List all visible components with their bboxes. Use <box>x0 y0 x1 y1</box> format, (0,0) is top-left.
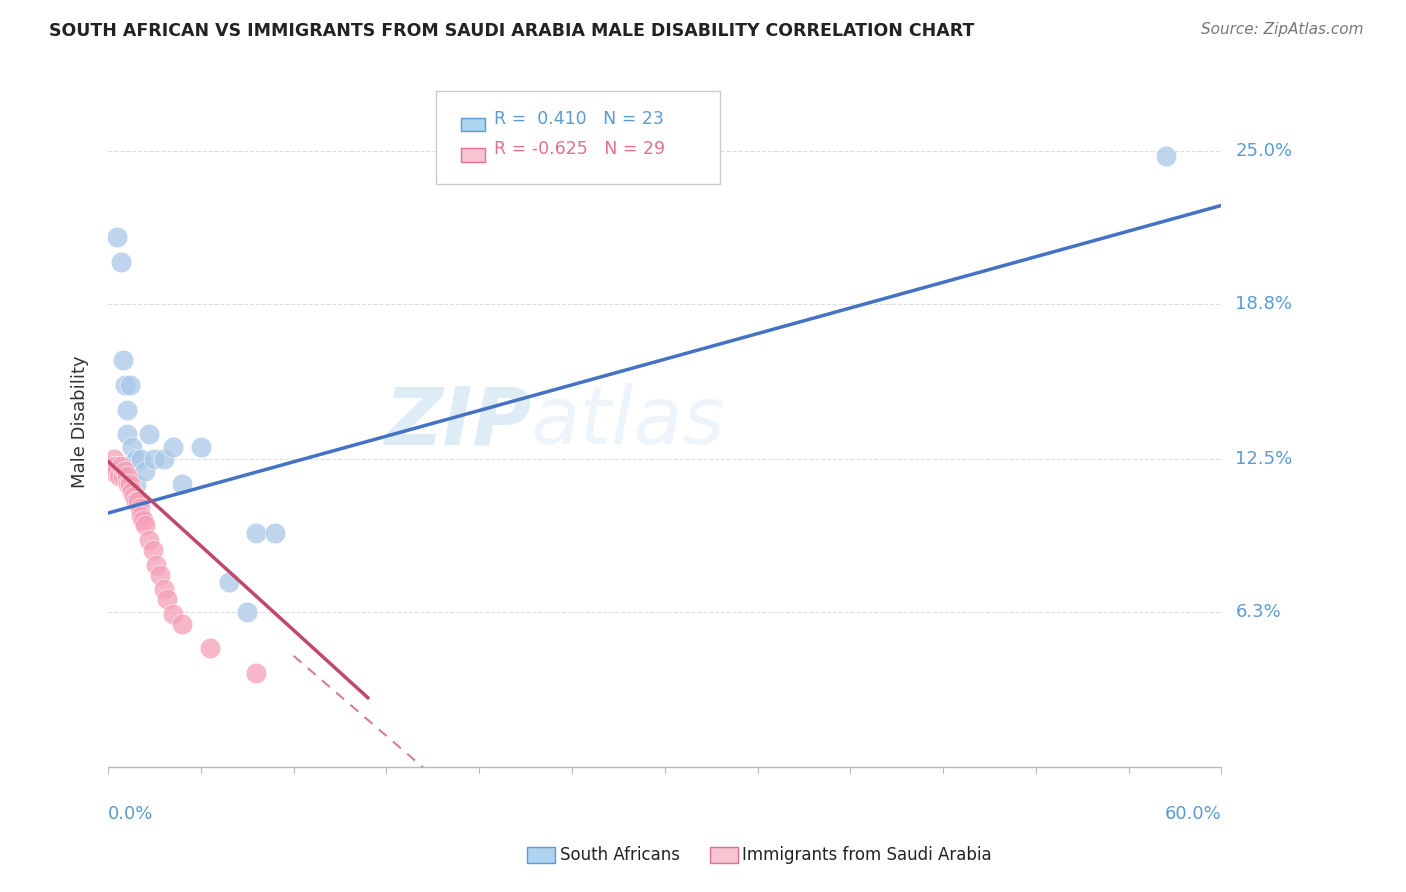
Point <box>264 525 287 540</box>
Point <box>122 489 145 503</box>
Point <box>125 476 148 491</box>
Point <box>131 508 153 523</box>
Point <box>120 378 142 392</box>
Point <box>145 558 167 572</box>
Point <box>190 440 212 454</box>
Text: 18.8%: 18.8% <box>1236 295 1292 313</box>
Point <box>152 582 174 597</box>
Text: Immigrants from Saudi Arabia: Immigrants from Saudi Arabia <box>742 847 993 864</box>
Point <box>149 567 172 582</box>
Point <box>117 476 139 491</box>
Point <box>172 616 194 631</box>
Point <box>172 476 194 491</box>
Text: ZIP: ZIP <box>384 383 531 461</box>
Point <box>105 464 128 478</box>
Point <box>162 607 184 621</box>
Point <box>104 459 127 474</box>
Point <box>218 574 240 589</box>
Point <box>110 459 132 474</box>
Point <box>245 525 267 540</box>
Point <box>111 469 134 483</box>
Text: 12.5%: 12.5% <box>1236 450 1292 468</box>
Text: South Africans: South Africans <box>560 847 679 864</box>
Point <box>114 378 136 392</box>
Point <box>121 483 143 498</box>
Point <box>125 493 148 508</box>
Point <box>103 452 125 467</box>
Text: 6.3%: 6.3% <box>1236 602 1281 621</box>
Text: atlas: atlas <box>531 383 725 461</box>
Text: 25.0%: 25.0% <box>1236 143 1292 161</box>
Point <box>127 493 149 508</box>
Text: R =  0.410   N = 23: R = 0.410 N = 23 <box>495 110 664 128</box>
Point <box>114 464 136 478</box>
Point <box>125 452 148 467</box>
Point <box>152 452 174 467</box>
Point <box>156 592 179 607</box>
Point <box>111 353 134 368</box>
Text: 0.0%: 0.0% <box>108 805 153 823</box>
Point <box>162 440 184 454</box>
Point <box>143 452 166 467</box>
Point <box>138 533 160 548</box>
Text: 60.0%: 60.0% <box>1164 805 1222 823</box>
Point <box>121 440 143 454</box>
Point <box>236 605 259 619</box>
Y-axis label: Male Disability: Male Disability <box>72 356 89 488</box>
Point <box>100 464 122 478</box>
Point <box>138 427 160 442</box>
Point <box>131 452 153 467</box>
FancyBboxPatch shape <box>461 148 485 161</box>
Point <box>141 543 163 558</box>
Point <box>134 518 156 533</box>
Text: R = -0.625   N = 29: R = -0.625 N = 29 <box>495 140 665 158</box>
Point <box>120 476 142 491</box>
Point <box>105 230 128 244</box>
Point <box>128 501 150 516</box>
FancyBboxPatch shape <box>436 91 720 185</box>
Text: Source: ZipAtlas.com: Source: ZipAtlas.com <box>1201 22 1364 37</box>
Point <box>108 469 131 483</box>
Point <box>115 469 138 483</box>
FancyBboxPatch shape <box>461 118 485 131</box>
Point <box>115 402 138 417</box>
Point <box>110 255 132 269</box>
Point <box>134 464 156 478</box>
Point <box>198 641 221 656</box>
Point <box>115 427 138 442</box>
Text: SOUTH AFRICAN VS IMMIGRANTS FROM SAUDI ARABIA MALE DISABILITY CORRELATION CHART: SOUTH AFRICAN VS IMMIGRANTS FROM SAUDI A… <box>49 22 974 40</box>
Point <box>132 513 155 527</box>
Point <box>245 666 267 681</box>
Point <box>1154 149 1177 163</box>
